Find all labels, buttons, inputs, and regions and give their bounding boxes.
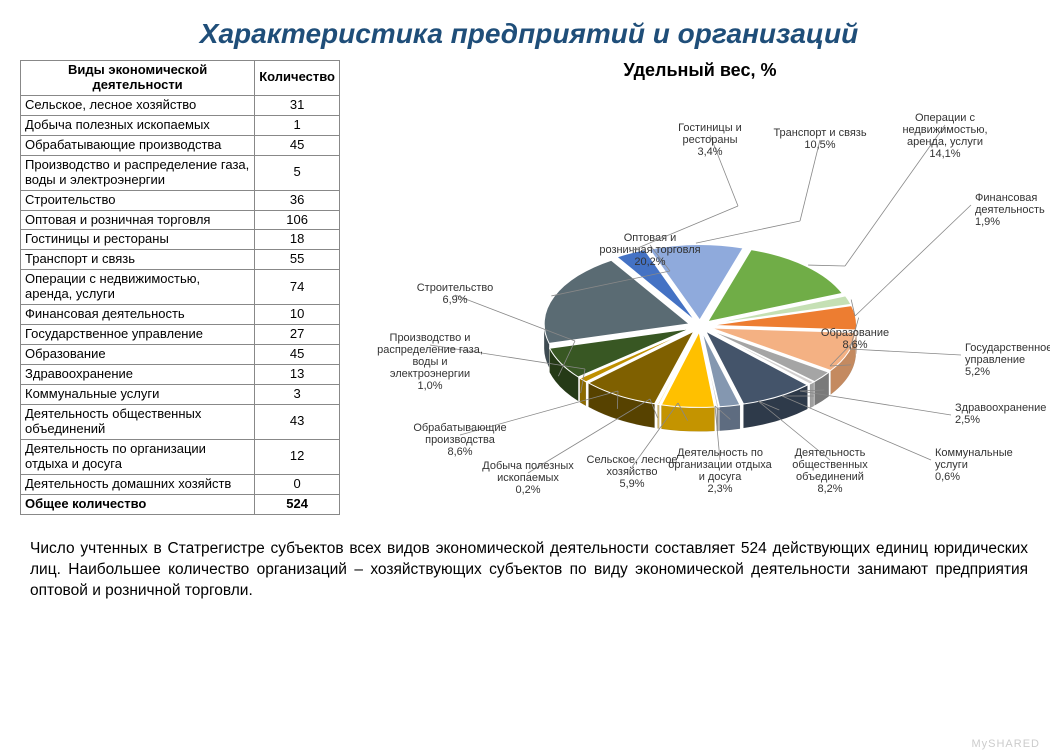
page-title: Характеристика предприятий и организаций (0, 0, 1058, 60)
cell-count: 45 (255, 135, 340, 155)
cell-count: 10 (255, 305, 340, 325)
slice-label: Здравоохранение2,5% (955, 402, 1046, 426)
cell-activity: Здравоохранение (21, 365, 255, 385)
table-row: Деятельность домашних хозяйств0 (21, 474, 340, 494)
cell-count: 18 (255, 230, 340, 250)
table-row: Деятельность общественных объединений43 (21, 404, 340, 439)
cell-count: 13 (255, 365, 340, 385)
pie-slice-side (719, 405, 739, 431)
table-row: Деятельность по организации отдыха и дос… (21, 439, 340, 474)
cell-count: 1 (255, 115, 340, 135)
col-count: Количество (255, 61, 340, 96)
cell-activity: Оптовая и розничная торговля (21, 210, 255, 230)
table-row: Образование45 (21, 345, 340, 365)
cell-activity: Деятельность по организации отдыха и дос… (21, 439, 255, 474)
data-table-wrap: Виды экономической деятельности Количест… (20, 60, 340, 531)
slice-label: Гостиницы ирестораны3,4% (678, 122, 742, 158)
pie-slice-side (657, 404, 659, 428)
slice-label: Добыча полезныхископаемых0,2% (482, 460, 574, 496)
slice-label: Коммунальныеуслуги0,6% (935, 447, 1013, 483)
table-total-row: Общее количество524 (21, 494, 340, 514)
cell-activity: Сельское, лесное хозяйство (21, 95, 255, 115)
cell-activity: Деятельность общественных объединений (21, 404, 255, 439)
slice-label: Финансоваядеятельность1,9% (975, 192, 1045, 228)
cell-activity: Деятельность домашних хозяйств (21, 474, 255, 494)
slice-label: Обрабатывающиепроизводства8,6% (413, 422, 506, 458)
table-row: Государственное управление27 (21, 325, 340, 345)
leader-line (855, 205, 971, 316)
table-row: Производство и распределение газа, воды … (21, 155, 340, 190)
cell-activity: Финансовая деятельность (21, 305, 255, 325)
leader-line (808, 265, 845, 266)
cell-count: 5 (255, 155, 340, 190)
slice-label: Производство ираспределение газа,воды иэ… (377, 332, 483, 392)
total-label: Общее количество (21, 494, 255, 514)
cell-activity: Добыча полезных ископаемых (21, 115, 255, 135)
cell-activity: Образование (21, 345, 255, 365)
slice-label: Транспорт и связь10,5% (773, 127, 866, 151)
cell-count: 106 (255, 210, 340, 230)
pie-chart: Оптовая ирозничная торговля20,2%Гостиниц… (350, 91, 1050, 531)
table-row: Обрабатывающие производства45 (21, 135, 340, 155)
cell-count: 0 (255, 474, 340, 494)
content-row: Виды экономической деятельности Количест… (0, 60, 1058, 531)
table-row: Оптовая и розничная торговля106 (21, 210, 340, 230)
slice-label: Операции снедвижимостью,аренда, услуги14… (902, 112, 987, 160)
data-table: Виды экономической деятельности Количест… (20, 60, 340, 515)
table-row: Финансовая деятельность10 (21, 305, 340, 325)
cell-activity: Государственное управление (21, 325, 255, 345)
cell-activity: Операции с недвижимостью, аренда, услуги (21, 270, 255, 305)
table-row: Сельское, лесное хозяйство31 (21, 95, 340, 115)
leader-line (800, 140, 820, 221)
cell-activity: Коммунальные услуги (21, 384, 255, 404)
table-row: Строительство36 (21, 190, 340, 210)
watermark: MySHARED (971, 738, 1040, 750)
slice-label: Государственноеуправление5,2% (965, 342, 1050, 378)
chart-title: Удельный вес, % (350, 60, 1050, 91)
cell-activity: Строительство (21, 190, 255, 210)
cell-count: 45 (255, 345, 340, 365)
cell-count: 74 (255, 270, 340, 305)
slice-label: Деятельностьобщественныхобъединений8,2% (792, 447, 868, 495)
col-activity: Виды экономической деятельности (21, 61, 255, 96)
cell-count: 55 (255, 250, 340, 270)
cell-activity: Обрабатывающие производства (21, 135, 255, 155)
slice-label: Строительство6,9% (417, 282, 494, 306)
footer-paragraph: Число учтенных в Статрегистре субъектов … (0, 531, 1058, 602)
cell-count: 43 (255, 404, 340, 439)
cell-count: 27 (255, 325, 340, 345)
table-row: Гостиницы и рестораны18 (21, 230, 340, 250)
table-row: Транспорт и связь55 (21, 250, 340, 270)
slice-label: Сельское, лесноехозяйство5,9% (587, 454, 678, 490)
cell-count: 36 (255, 190, 340, 210)
table-row: Здравоохранение13 (21, 365, 340, 385)
leader-line (696, 221, 800, 243)
cell-activity: Производство и распределение газа, воды … (21, 155, 255, 190)
cell-count: 3 (255, 384, 340, 404)
table-row: Коммунальные услуги3 (21, 384, 340, 404)
leader-line (800, 391, 951, 415)
total-value: 524 (255, 494, 340, 514)
table-row: Добыча полезных ископаемых1 (21, 115, 340, 135)
cell-count: 12 (255, 439, 340, 474)
cell-count: 31 (255, 95, 340, 115)
table-row: Операции с недвижимостью, аренда, услуги… (21, 270, 340, 305)
slice-label: Деятельность поорганизации отдыхаи досуг… (668, 447, 772, 495)
pie-slice-side (810, 382, 814, 408)
pie-chart-wrap: Удельный вес, % Оптовая ирозничная торго… (350, 60, 1050, 531)
pie-slice-side (661, 405, 714, 432)
cell-activity: Транспорт и связь (21, 250, 255, 270)
cell-activity: Гостиницы и рестораны (21, 230, 255, 250)
